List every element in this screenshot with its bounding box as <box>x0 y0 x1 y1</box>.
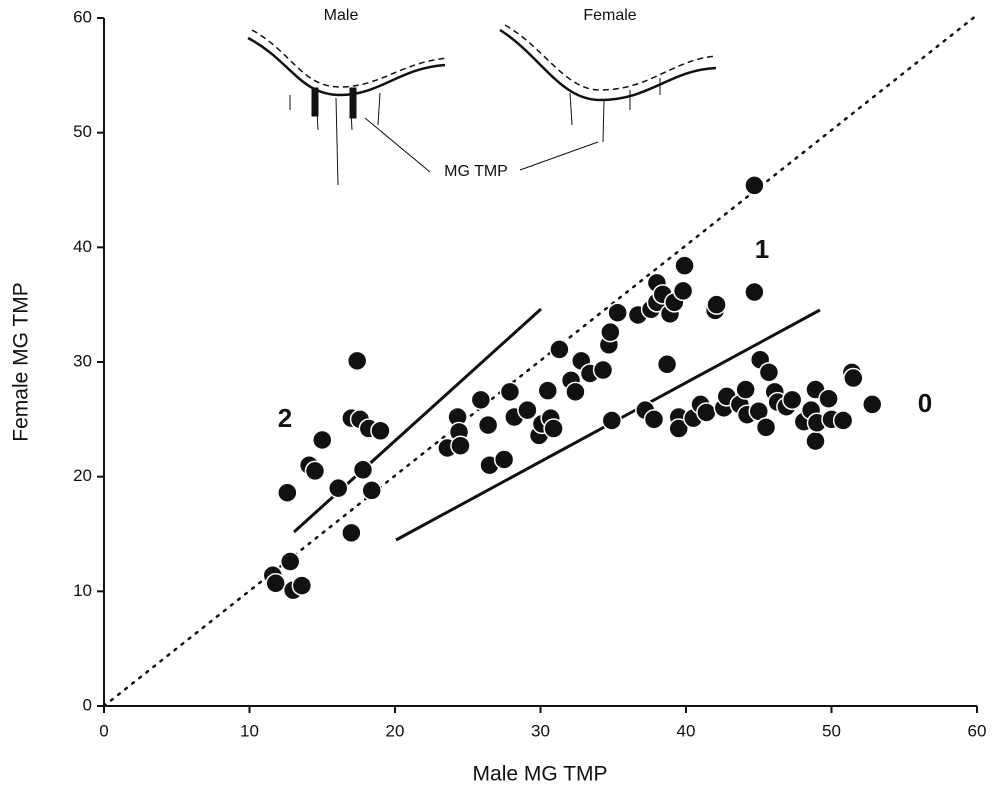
point <box>656 354 678 375</box>
point <box>696 402 717 423</box>
point <box>565 381 586 403</box>
point <box>265 573 286 594</box>
point <box>543 418 564 439</box>
annotation: 2 <box>278 403 292 433</box>
y-tick-label: 50 <box>73 122 92 141</box>
point <box>781 389 803 411</box>
x-tick-label: 0 <box>99 721 108 740</box>
point <box>674 255 695 276</box>
point <box>450 435 471 456</box>
point <box>755 417 777 438</box>
point <box>312 429 333 451</box>
point <box>668 418 689 439</box>
x-axis-label: Male MG TMP <box>473 763 608 786</box>
point <box>861 394 883 415</box>
point <box>832 410 854 431</box>
point <box>304 460 326 482</box>
annotation: Female <box>583 7 636 24</box>
point <box>477 414 499 436</box>
point <box>279 551 301 572</box>
point <box>643 409 665 430</box>
x-tick-label: 10 <box>240 721 259 740</box>
point <box>470 389 492 411</box>
point <box>818 388 839 409</box>
boundary-line <box>292 307 543 534</box>
point <box>735 379 756 400</box>
jaw-sketch <box>247 24 717 186</box>
point <box>346 350 368 372</box>
x-tick-label: 50 <box>822 721 841 740</box>
x-tick-label: 40 <box>677 721 696 740</box>
y-tick-label: 10 <box>73 581 92 600</box>
point <box>672 280 694 302</box>
x-tick-label: 20 <box>386 721 405 740</box>
annotation: MG TMP <box>444 163 508 180</box>
point <box>805 430 826 452</box>
y-tick-label: 60 <box>73 7 92 26</box>
diagonal-line <box>102 13 979 708</box>
y-tick-label: 30 <box>73 351 92 370</box>
point <box>601 410 623 431</box>
point <box>600 321 621 343</box>
y-tick-label: 40 <box>73 237 92 256</box>
x-tick-label: 30 <box>531 721 550 740</box>
point <box>370 420 391 442</box>
x-tick-label: 60 <box>968 721 987 740</box>
point <box>361 480 382 501</box>
point <box>341 522 362 544</box>
annotation: 1 <box>755 234 769 264</box>
point <box>758 362 780 383</box>
point <box>607 302 628 323</box>
y-axis-label: Female MG TMP <box>10 282 33 441</box>
y-tick-label: 0 <box>83 695 92 714</box>
annotation: 0 <box>918 388 932 418</box>
point <box>744 281 765 303</box>
point <box>537 380 559 401</box>
point <box>706 294 727 315</box>
point <box>549 339 570 360</box>
point <box>352 459 374 481</box>
annotation: Male <box>324 7 359 24</box>
point <box>744 175 765 196</box>
point <box>592 359 614 381</box>
point <box>499 381 521 403</box>
point <box>328 477 349 499</box>
point <box>291 575 313 596</box>
point <box>277 482 298 503</box>
point <box>493 449 515 470</box>
point <box>843 367 864 389</box>
point <box>517 399 538 421</box>
y-tick-label: 20 <box>73 466 92 485</box>
